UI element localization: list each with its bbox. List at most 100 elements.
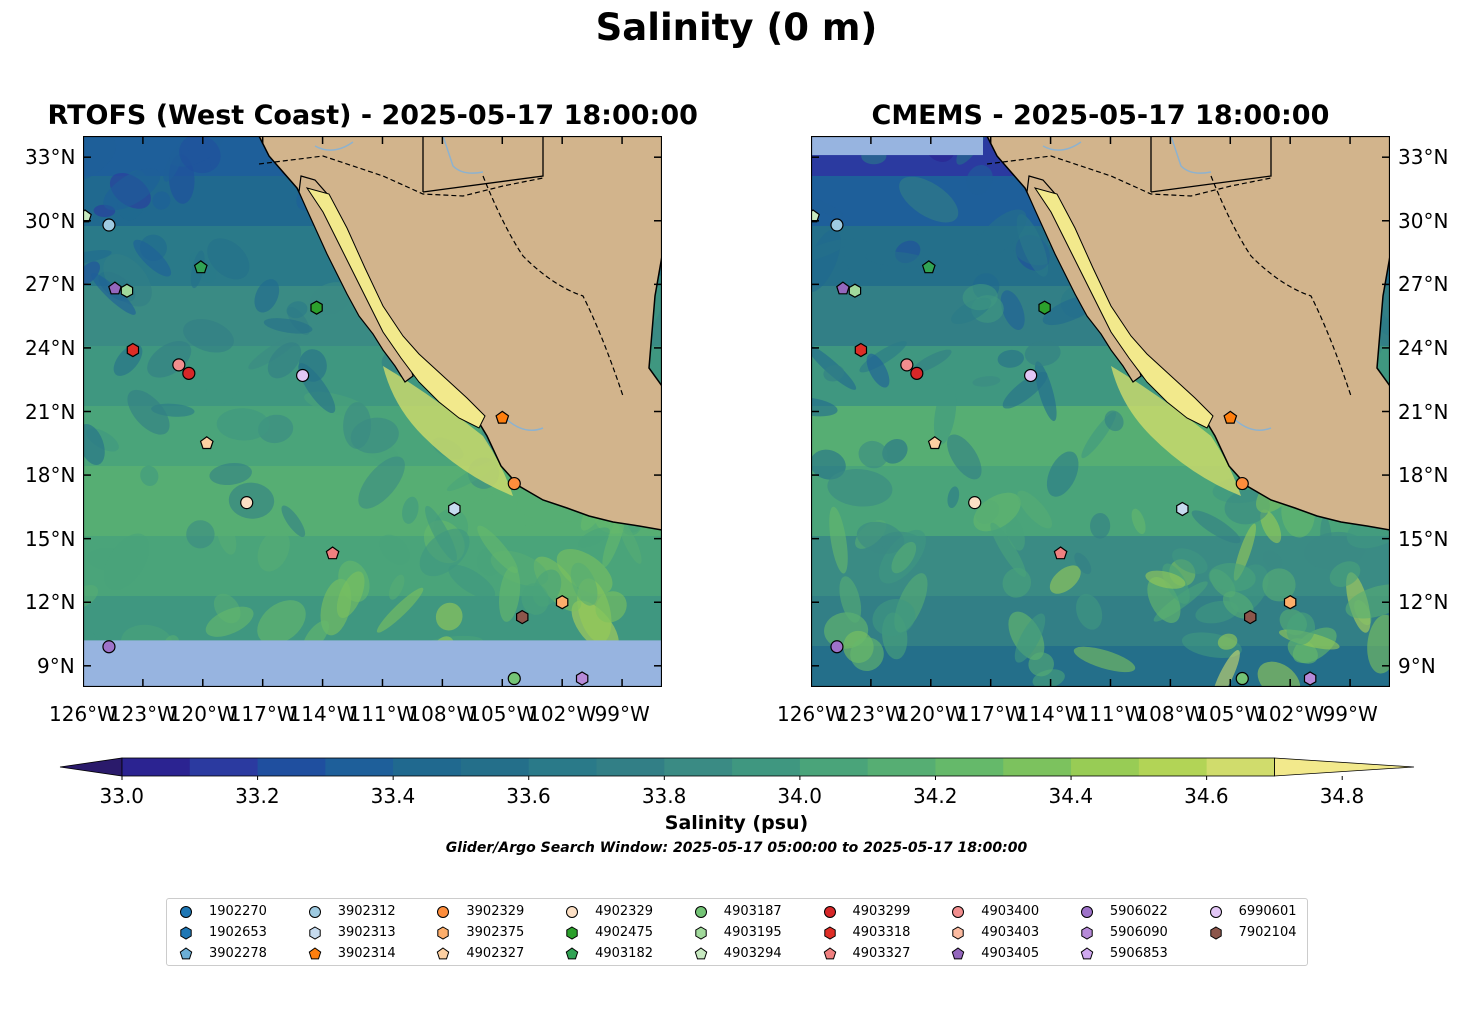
lat-tick-label: 33°N xyxy=(25,145,76,170)
marker-4902327[interactable] xyxy=(199,436,214,450)
platform-legend: 1902270 1902653 3902278 3902312 3902313 39023… xyxy=(166,898,1308,966)
legend-marker-hexagon xyxy=(566,926,578,940)
marker-4903405[interactable] xyxy=(836,281,850,295)
marker-3902375[interactable] xyxy=(555,595,569,610)
panel-title-rtofs: RTOFS (West Coast) - 2025-05-17 18:00:00 xyxy=(47,100,698,131)
legend-marker-pentagon xyxy=(1080,947,1094,960)
lon-tick-label: 111°W xyxy=(1076,702,1145,726)
marker-4903294[interactable] xyxy=(83,209,92,223)
marker-4902475[interactable] xyxy=(1038,300,1051,315)
marker-3902329[interactable] xyxy=(1235,476,1249,491)
legend-label: 3902329 xyxy=(466,904,525,919)
lon-tick-label: 117°W xyxy=(228,702,297,726)
legend-label: 4903299 xyxy=(852,904,911,919)
legend-label: 1902270 xyxy=(209,904,267,919)
panel-title-cmems: CMEMS - 2025-05-17 18:00:00 xyxy=(871,100,1330,131)
legend-marker-hexagon xyxy=(437,926,450,940)
lat-tick-label: 12°N xyxy=(1398,590,1449,615)
marker-4903299[interactable] xyxy=(182,366,196,380)
map-panel-cmems[interactable] xyxy=(811,136,1390,687)
lat-tick-label: 27°N xyxy=(25,272,76,297)
marker-4902327[interactable] xyxy=(927,436,942,450)
lon-tick-label: 108°W xyxy=(1136,702,1205,726)
marker-5906022[interactable] xyxy=(102,640,116,654)
colorbar-tick-label: 34.6 xyxy=(1184,784,1229,808)
marker-4902329[interactable] xyxy=(240,496,254,510)
legend-marker-circle xyxy=(823,906,836,918)
lon-tick-label: 126°W xyxy=(777,702,845,726)
marker-4903195[interactable] xyxy=(848,283,862,298)
marker-4903327[interactable] xyxy=(1053,546,1068,560)
lat-tick-label: 18°N xyxy=(1398,463,1449,488)
marker-7902104[interactable] xyxy=(516,609,529,625)
lon-tick-label: 111°W xyxy=(348,702,417,726)
marker-4903405[interactable] xyxy=(108,281,122,295)
marker-4902329[interactable] xyxy=(968,496,982,510)
marker-4903327[interactable] xyxy=(325,546,340,560)
lon-tick-label: 120°W xyxy=(896,702,965,726)
marker-6990601[interactable] xyxy=(1024,368,1038,383)
lon-tick-label: 99°W xyxy=(594,702,650,726)
legend-label: 4903403 xyxy=(981,925,1040,940)
colorbar-tick-label: 34.2 xyxy=(912,784,958,808)
lat-tick-label: 12°N xyxy=(25,590,76,615)
marker-4903400[interactable] xyxy=(172,358,186,372)
marker-4903400[interactable] xyxy=(900,358,914,372)
marker-3902313[interactable] xyxy=(448,501,461,517)
colorbar-label: Salinity (psu) xyxy=(664,812,809,834)
colorbar-tick-label: 33.8 xyxy=(641,784,687,808)
map-panel-rtofs[interactable] xyxy=(83,136,662,687)
legend-label: 4902327 xyxy=(466,946,525,961)
marker-7902104[interactable] xyxy=(1244,609,1257,625)
marker-3902375[interactable] xyxy=(1283,595,1297,610)
marker-5906022[interactable] xyxy=(830,640,844,654)
lat-tick-label: 9°N xyxy=(37,653,75,678)
marker-4903187[interactable] xyxy=(507,671,521,686)
legend-label: 5906090 xyxy=(1109,925,1168,940)
marker-3902312[interactable] xyxy=(102,218,116,232)
lat-tick-label: 24°N xyxy=(1398,335,1449,360)
marker-4903182[interactable] xyxy=(193,260,208,274)
marker-6990601[interactable] xyxy=(296,368,310,383)
legend-marker-pentagon xyxy=(565,947,579,960)
legend-marker-hexagon xyxy=(308,926,321,940)
marker-4903182[interactable] xyxy=(921,260,936,274)
lat-tick-label: 15°N xyxy=(25,526,76,551)
marker-4903318[interactable] xyxy=(854,342,868,358)
legend-marker-circle xyxy=(1080,906,1093,918)
legend-label: 3902314 xyxy=(337,946,396,961)
legend-label: 4903187 xyxy=(723,904,782,919)
lat-tick-label: 24°N xyxy=(25,335,76,360)
lat-tick-label: 30°N xyxy=(25,208,76,233)
lon-tick-label: 114°W xyxy=(288,702,357,726)
marker-4902475[interactable] xyxy=(310,300,323,315)
lon-tick-label: 108°W xyxy=(408,702,477,726)
legend-label: 4903327 xyxy=(852,946,911,961)
marker-4903299[interactable] xyxy=(910,366,924,380)
legend-label: 6990601 xyxy=(1238,904,1297,919)
marker-4903294[interactable] xyxy=(811,209,820,223)
legend-marker-circle xyxy=(566,906,579,918)
marker-4903195[interactable] xyxy=(120,283,134,298)
lon-tick-label: 99°W xyxy=(1322,702,1378,726)
legend-marker-hexagon xyxy=(823,926,836,940)
marker-3902312[interactable] xyxy=(830,218,844,232)
colorbar-tick-label: 33.4 xyxy=(370,784,416,808)
marker-3902314[interactable] xyxy=(495,410,510,424)
marker-3902313[interactable] xyxy=(1176,501,1189,517)
marker-5906090[interactable] xyxy=(1303,671,1317,686)
legend-label: 1902653 xyxy=(209,925,267,940)
marker-4903187[interactable] xyxy=(1235,671,1249,686)
legend-label: 4903195 xyxy=(723,925,782,940)
legend-label: 3902375 xyxy=(466,925,525,940)
legend-marker-circle xyxy=(308,906,321,918)
marker-3902314[interactable] xyxy=(1223,410,1238,424)
legend-label: 4903182 xyxy=(595,946,653,961)
marker-3902329[interactable] xyxy=(507,476,521,491)
lon-tick-label: 114°W xyxy=(1016,702,1085,726)
marker-4903318[interactable] xyxy=(126,342,140,358)
marker-5906090[interactable] xyxy=(575,671,589,686)
legend-marker-pentagon xyxy=(694,947,708,960)
colorbar-tick-label: 34.4 xyxy=(1048,784,1094,808)
legend-marker-hexagon xyxy=(1081,926,1093,940)
